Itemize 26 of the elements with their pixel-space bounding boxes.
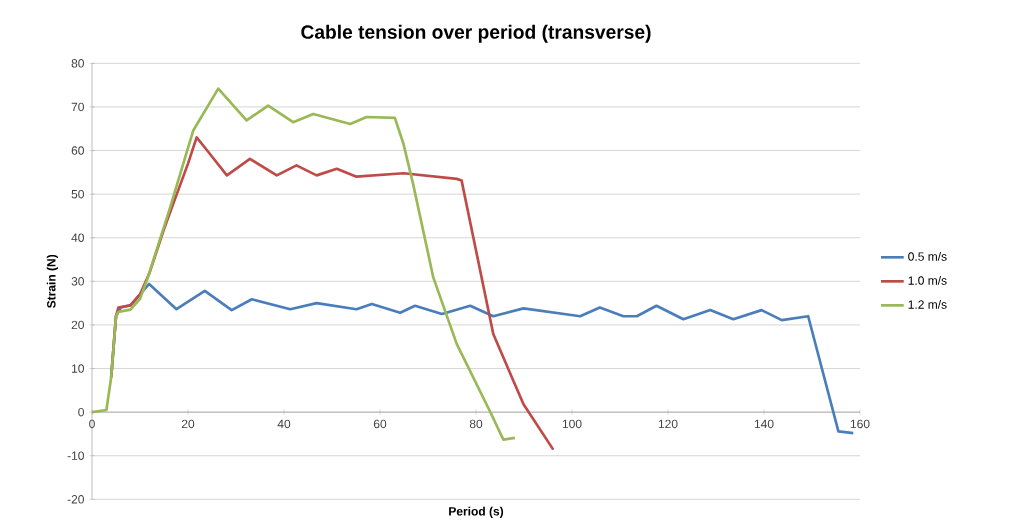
x-tick-label: 40 — [277, 419, 291, 429]
x-tick-label: 60 — [373, 419, 387, 429]
x-tick-label: 20 — [181, 419, 195, 429]
x-tick-label: 80 — [469, 419, 483, 429]
x-axis-title: Period (s) — [449, 506, 504, 518]
legend-label: 0.5 m/s — [908, 251, 947, 261]
y-tick-label: -10 — [67, 451, 84, 460]
x-tick-label: 0 — [89, 419, 95, 429]
legend-label: 1.2 m/s — [908, 300, 947, 309]
y-tick-label: 60 — [71, 146, 84, 155]
legend-label: 1.0 m/s — [908, 275, 947, 285]
x-tick-label: 140 — [754, 419, 774, 429]
y-tick-label: -20 — [67, 495, 84, 504]
x-tick-label: 100 — [562, 419, 582, 429]
y-tick-label: 10 — [72, 364, 84, 373]
y-tick-label: 30 — [71, 277, 84, 286]
y-tick-label: 80 — [71, 59, 84, 68]
y-tick-label: 70 — [71, 102, 84, 112]
y-tick-label: 50 — [71, 189, 84, 199]
y-tick-label: 20 — [71, 320, 84, 330]
x-tick-label: 160 — [850, 419, 870, 429]
y-axis-title: Strain (N) — [46, 254, 58, 308]
x-tick-label: 120 — [658, 419, 678, 429]
y-tick-label: 40 — [71, 233, 84, 242]
y-tick-label: 0 — [78, 407, 84, 417]
chart-title: Cable tension over period (transverse) — [301, 24, 651, 43]
